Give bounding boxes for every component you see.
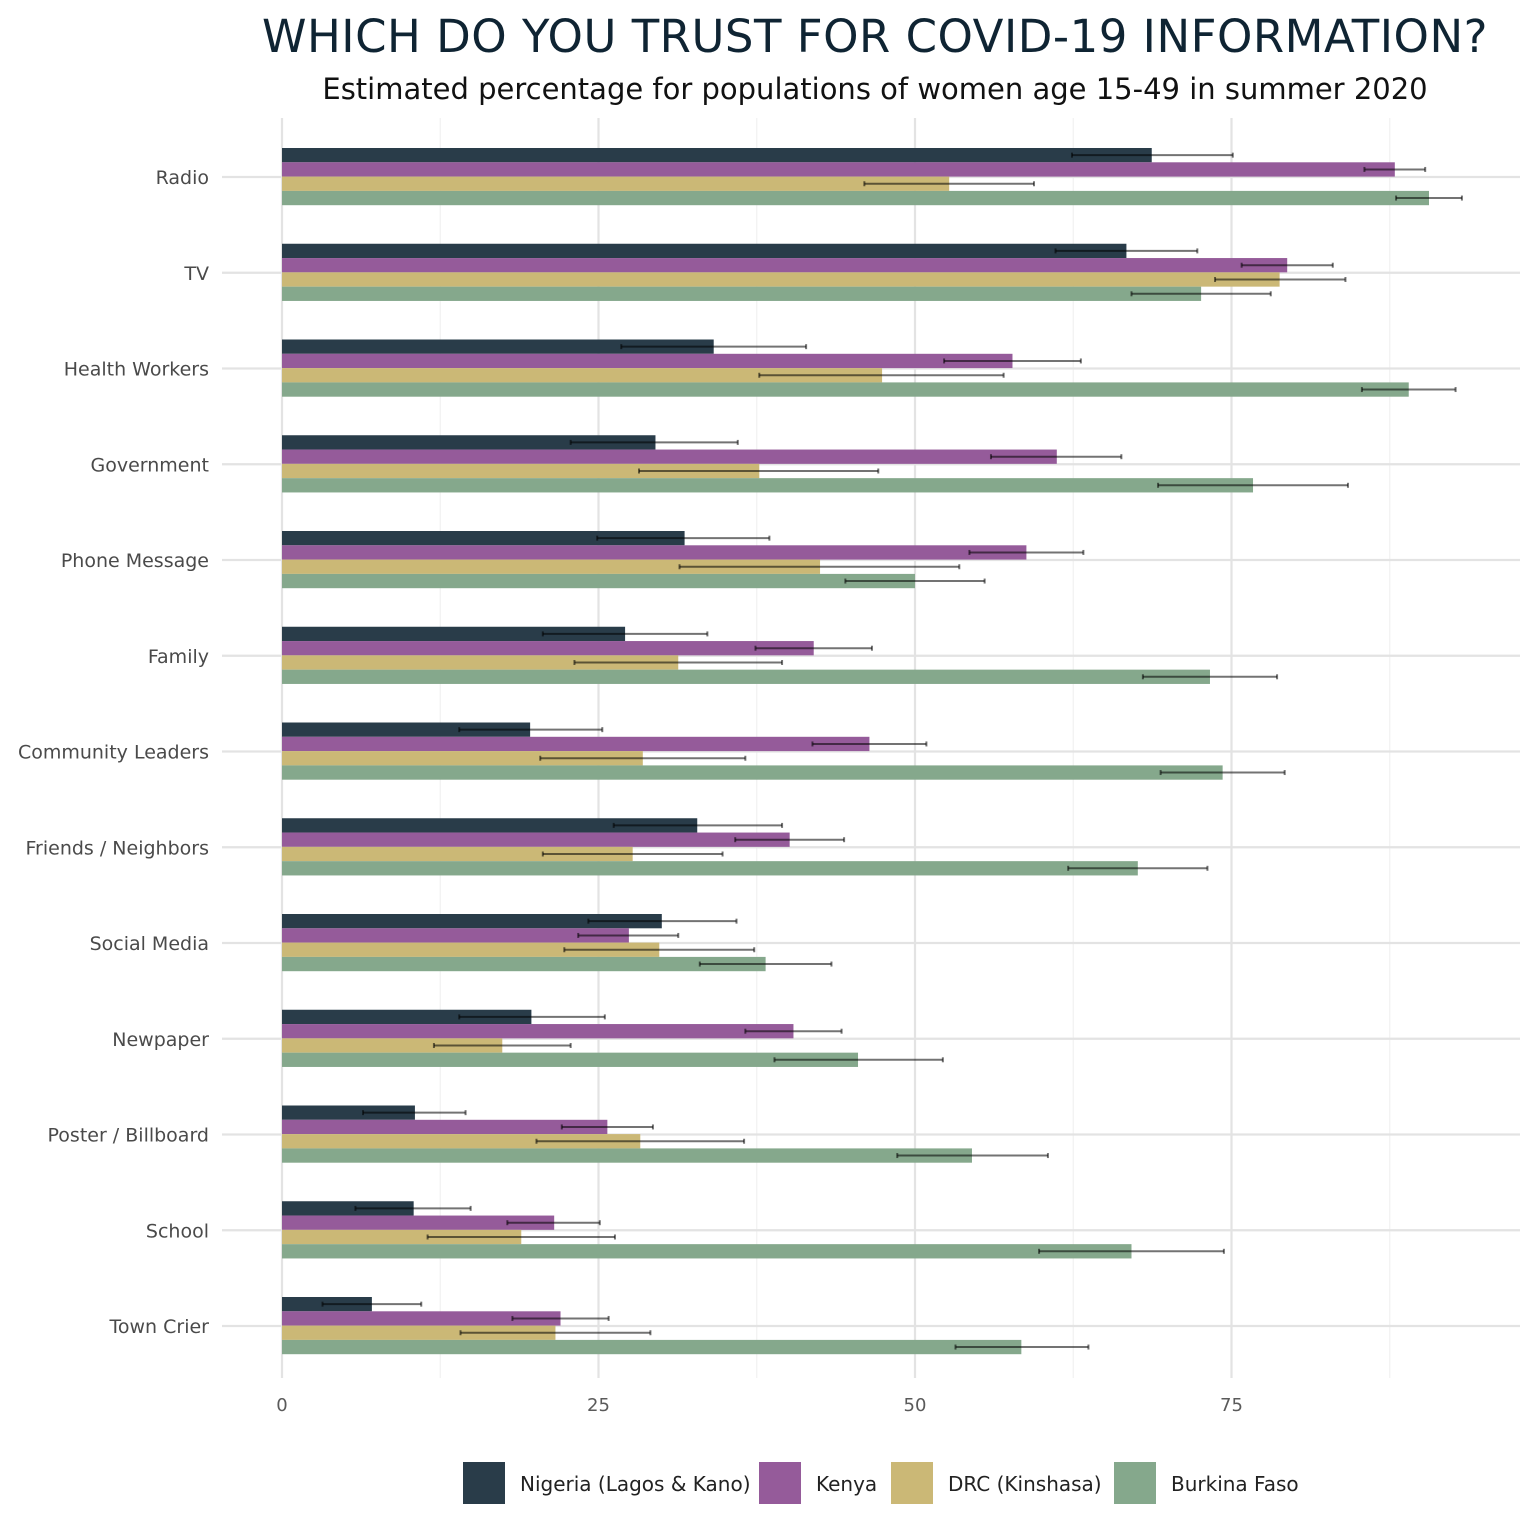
bar	[282, 573, 915, 589]
bar	[282, 722, 531, 737]
bar	[282, 545, 1027, 560]
bar	[282, 928, 629, 943]
bar	[282, 1105, 415, 1120]
legend-label: DRC (Kinshasa)	[948, 1472, 1102, 1496]
bar	[282, 531, 685, 546]
bar	[282, 1325, 556, 1340]
bar	[282, 286, 1202, 301]
bar	[282, 846, 633, 862]
category-label: Friends / Neighbors	[26, 837, 210, 859]
legend-swatch	[891, 1462, 933, 1504]
bar	[282, 956, 766, 972]
bar	[282, 190, 1429, 206]
bar	[282, 736, 870, 752]
x-tick-label: 25	[587, 1395, 610, 1416]
bar	[282, 914, 662, 929]
bar	[282, 382, 1409, 397]
bar	[282, 641, 814, 656]
x-tick-label: 50	[904, 1395, 927, 1416]
bar	[282, 162, 1395, 177]
x-tick-label: 0	[276, 1395, 287, 1416]
bar	[282, 1024, 794, 1039]
bar	[282, 1009, 532, 1025]
bar	[282, 243, 1127, 259]
bar	[282, 1215, 555, 1230]
category-label: Phone Message	[61, 550, 209, 572]
bar	[282, 1339, 1022, 1355]
category-label: TV	[183, 263, 209, 285]
bar	[282, 1244, 1132, 1259]
category-label: Social Media	[90, 933, 209, 955]
legend-swatch	[463, 1462, 505, 1504]
bar	[282, 339, 714, 354]
bar	[282, 463, 760, 479]
category-label: School	[146, 1220, 209, 1242]
chart-subtitle: Estimated percentage for populations of …	[322, 72, 1428, 106]
bar	[282, 751, 643, 766]
bar	[282, 258, 1288, 273]
bar	[282, 559, 821, 574]
bar	[282, 1119, 608, 1135]
chart-title: WHICH DO YOU TRUST FOR COVID-19 INFORMAT…	[261, 10, 1489, 63]
bar	[282, 1052, 859, 1067]
category-label: Poster / Billboard	[48, 1125, 209, 1147]
bar	[282, 353, 1013, 369]
legend-swatch	[1114, 1462, 1156, 1504]
category-label: Family	[148, 646, 209, 668]
bar	[282, 1038, 503, 1053]
grid-layer	[222, 118, 1520, 1378]
bar	[282, 368, 883, 383]
category-label: Community Leaders	[18, 742, 209, 764]
legend-label: Nigeria (Lagos & Kano)	[520, 1472, 751, 1496]
legend-label: Burkina Faso	[1171, 1472, 1299, 1496]
bar	[282, 765, 1223, 780]
bar	[282, 669, 1210, 684]
bar	[282, 176, 950, 191]
bar	[282, 1148, 972, 1163]
bar	[282, 942, 660, 957]
bar	[282, 818, 698, 833]
bar	[282, 1311, 561, 1326]
bar	[282, 478, 1254, 493]
errorbar-layer	[321, 152, 1463, 1350]
bar	[282, 435, 656, 450]
category-label: Town Crier	[109, 1316, 210, 1338]
bar	[282, 655, 679, 670]
category-label: Health Workers	[64, 359, 209, 381]
bar	[282, 626, 626, 642]
x-axis-ticks: 0 25 50 75	[276, 1395, 1243, 1416]
legend-label: Kenya	[816, 1472, 877, 1496]
bar	[282, 832, 790, 847]
category-label: Newpaper	[112, 1029, 209, 1051]
x-tick-label: 75	[1220, 1395, 1243, 1416]
legend: Nigeria (Lagos & Kano) Kenya DRC (Kinshasa…	[463, 1462, 1299, 1504]
bar	[282, 1201, 414, 1216]
bar	[282, 1229, 522, 1245]
bar	[282, 861, 1138, 876]
category-labels: Radio TV Health Workers Government Phone Mes…	[18, 167, 209, 1338]
bar	[282, 148, 1152, 163]
bar	[282, 272, 1280, 287]
legend-swatch	[759, 1462, 801, 1504]
bars-layer	[282, 148, 1429, 1355]
bar	[282, 1134, 641, 1149]
category-label: Government	[91, 454, 210, 476]
bar	[282, 449, 1057, 464]
category-label: Radio	[156, 167, 209, 189]
